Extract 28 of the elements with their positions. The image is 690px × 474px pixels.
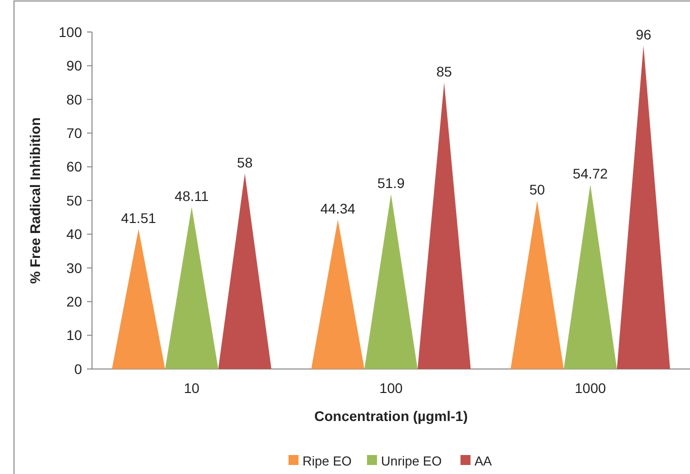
legend-label: Ripe EO — [302, 454, 352, 469]
x-tick-label: 10 — [184, 380, 200, 396]
data-label: 48.11 — [174, 188, 209, 204]
data-label: 51.9 — [377, 175, 405, 192]
x-axis-title: Concentration (µgml-1) — [314, 408, 468, 424]
y-tick-label: 0 — [74, 360, 82, 377]
y-tick-label: 40 — [66, 226, 82, 242]
legend-label: AA — [474, 454, 492, 469]
y-tick-label: 70 — [66, 125, 82, 141]
data-label: 44.34 — [320, 200, 356, 217]
x-tick-label: 1000 — [574, 380, 606, 396]
y-tick-label: 60 — [66, 158, 82, 175]
y-tick-label: 30 — [66, 260, 82, 276]
y-tick-label: 10 — [66, 327, 82, 344]
data-label: 41.51 — [120, 210, 156, 226]
y-tick-label: 100 — [58, 24, 82, 40]
data-label: 96 — [636, 26, 652, 42]
legend-label: Unripe EO — [381, 454, 442, 469]
x-tick-label: 100 — [379, 380, 403, 396]
y-axis-title: % Free Radical Inhibition — [27, 117, 43, 284]
data-label: 85 — [436, 64, 452, 80]
data-label: 54.72 — [572, 166, 608, 182]
y-tick-label: 50 — [66, 192, 82, 208]
y-tick-label: 90 — [66, 58, 82, 74]
y-tick-label: 80 — [66, 91, 82, 108]
data-label: 58 — [237, 154, 253, 171]
y-tick-label: 20 — [66, 294, 82, 310]
data-label: 50 — [529, 182, 546, 198]
